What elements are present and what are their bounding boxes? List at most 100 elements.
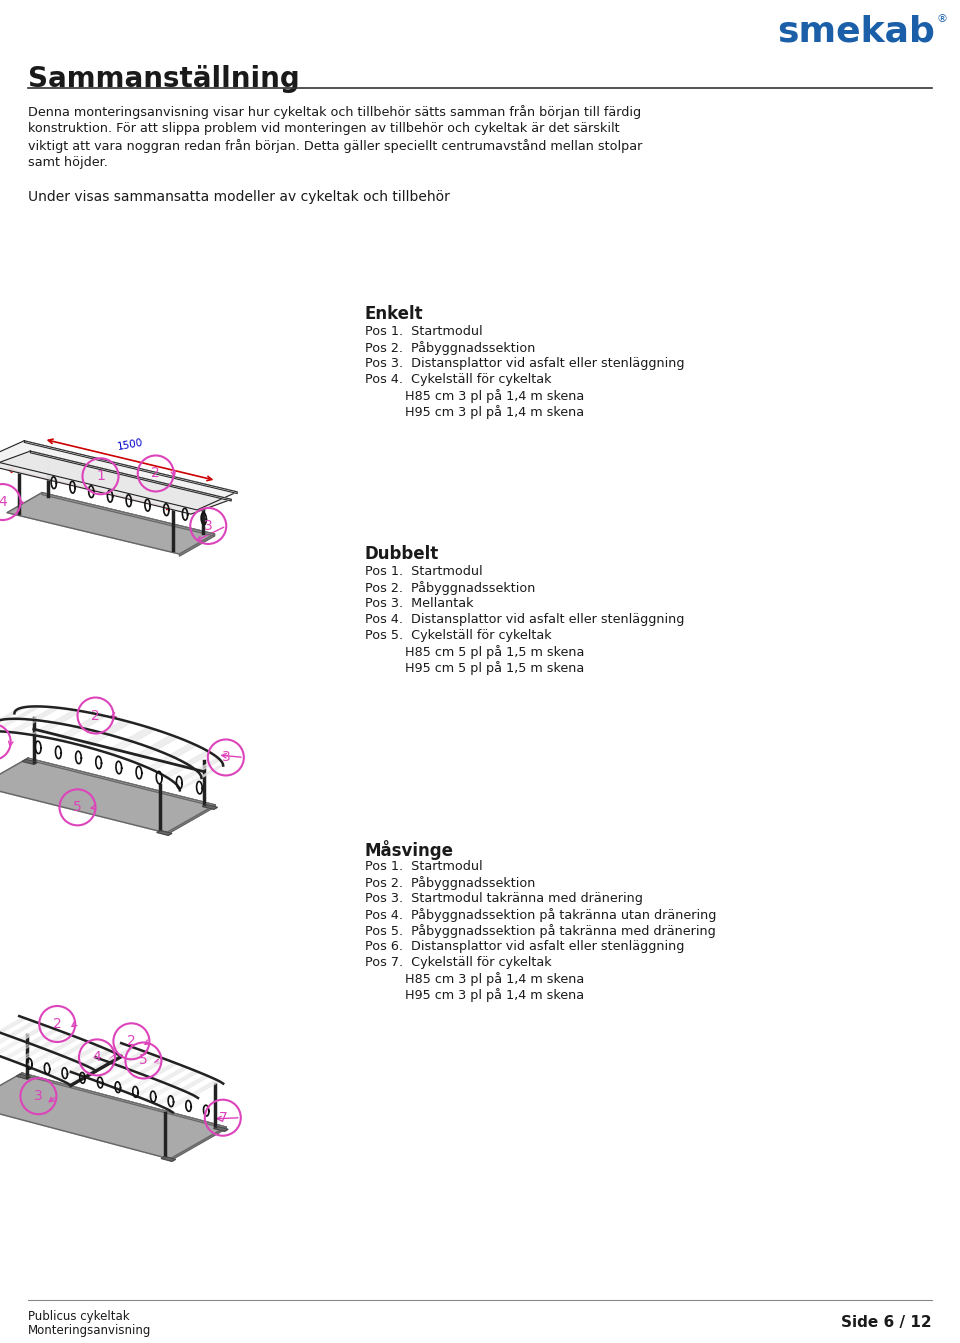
Polygon shape bbox=[71, 1057, 100, 1073]
Polygon shape bbox=[31, 723, 60, 736]
Text: Denna monteringsanvisning visar hur cykeltak och tillbehör sätts samman från bör: Denna monteringsanvisning visar hur cyke… bbox=[28, 105, 641, 120]
Text: Pos 7.  Cykelställ för cykeltak: Pos 7. Cykelställ för cykeltak bbox=[365, 956, 552, 970]
Text: 2: 2 bbox=[152, 466, 160, 481]
Polygon shape bbox=[149, 1062, 178, 1078]
Text: Dubbelt: Dubbelt bbox=[365, 545, 440, 563]
Polygon shape bbox=[196, 757, 220, 772]
Text: Pos 4.  Påbyggnadssektion på takränna utan dränering: Pos 4. Påbyggnadssektion på takränna uta… bbox=[365, 908, 716, 921]
Polygon shape bbox=[202, 764, 223, 778]
Text: Pos 1.  Startmodul: Pos 1. Startmodul bbox=[365, 860, 483, 873]
Polygon shape bbox=[55, 727, 84, 741]
Text: Pos 3.  Distansplattor vid asfalt eller stenläggning: Pos 3. Distansplattor vid asfalt eller s… bbox=[365, 357, 684, 371]
Text: Pos 4.  Distansplattor vid asfalt eller stenläggning: Pos 4. Distansplattor vid asfalt eller s… bbox=[365, 612, 684, 626]
Text: konstruktion. För att slippa problem vid monteringen av tillbehör och cykeltak ä: konstruktion. För att slippa problem vid… bbox=[28, 122, 619, 136]
Polygon shape bbox=[170, 1127, 226, 1160]
Text: 2: 2 bbox=[53, 1017, 61, 1031]
Text: H85 cm 3 pl på 1,4 m skena: H85 cm 3 pl på 1,4 m skena bbox=[365, 389, 585, 403]
Text: Pos 2.  Påbyggnadssektion: Pos 2. Påbyggnadssektion bbox=[365, 876, 536, 890]
Polygon shape bbox=[14, 1048, 43, 1062]
Text: H85 cm 3 pl på 1,4 m skena: H85 cm 3 pl på 1,4 m skena bbox=[365, 972, 585, 986]
Text: 1500: 1500 bbox=[116, 438, 144, 451]
Polygon shape bbox=[145, 1085, 174, 1101]
Polygon shape bbox=[148, 755, 176, 771]
Text: Pos 2.  Påbyggnadssektion: Pos 2. Påbyggnadssektion bbox=[365, 582, 536, 595]
Text: 7: 7 bbox=[219, 1111, 228, 1124]
Text: H95 cm 3 pl på 1,4 m skena: H95 cm 3 pl på 1,4 m skena bbox=[365, 406, 584, 419]
Text: Sammanställning: Sammanställning bbox=[28, 64, 300, 93]
Polygon shape bbox=[16, 1074, 31, 1080]
Polygon shape bbox=[126, 727, 156, 743]
Text: ®: ® bbox=[937, 13, 948, 24]
Text: 5: 5 bbox=[73, 800, 82, 814]
Text: samt höjder.: samt höjder. bbox=[28, 156, 108, 169]
Polygon shape bbox=[128, 1054, 156, 1070]
Text: Pos 5.  Påbyggnadssektion på takränna med dränering: Pos 5. Påbyggnadssektion på takränna med… bbox=[365, 924, 716, 937]
Polygon shape bbox=[163, 763, 189, 778]
Polygon shape bbox=[150, 735, 179, 749]
Text: Monteringsanvisning: Monteringsanvisning bbox=[28, 1324, 152, 1338]
Polygon shape bbox=[0, 451, 231, 514]
Polygon shape bbox=[0, 441, 237, 510]
Polygon shape bbox=[82, 1049, 110, 1065]
Polygon shape bbox=[22, 1073, 226, 1129]
Polygon shape bbox=[156, 830, 172, 835]
Polygon shape bbox=[166, 1095, 195, 1111]
Polygon shape bbox=[7, 493, 214, 555]
Polygon shape bbox=[0, 757, 215, 833]
Text: Pos 3.  Startmodul takränna med dränering: Pos 3. Startmodul takränna med dränering bbox=[365, 892, 643, 905]
Text: H95 cm 5 pl på 1,5 m skena: H95 cm 5 pl på 1,5 m skena bbox=[365, 661, 585, 676]
Polygon shape bbox=[31, 451, 231, 501]
Polygon shape bbox=[22, 759, 37, 764]
Text: Pos 5.  Cykelställ för cykeltak: Pos 5. Cykelställ för cykeltak bbox=[365, 629, 552, 642]
Polygon shape bbox=[203, 804, 217, 810]
Polygon shape bbox=[82, 1061, 110, 1077]
Text: 5: 5 bbox=[139, 1053, 148, 1068]
Polygon shape bbox=[46, 1060, 75, 1076]
Polygon shape bbox=[103, 1069, 132, 1085]
Polygon shape bbox=[180, 776, 202, 790]
Polygon shape bbox=[4, 1044, 33, 1060]
Polygon shape bbox=[18, 1025, 47, 1041]
Polygon shape bbox=[29, 1029, 58, 1045]
Text: Pos 1.  Startmodul: Pos 1. Startmodul bbox=[365, 325, 483, 338]
Polygon shape bbox=[76, 714, 107, 728]
Polygon shape bbox=[28, 757, 215, 807]
Text: 3: 3 bbox=[222, 751, 230, 764]
Text: Under visas sammansatta modeller av cykeltak och tillbehör: Under visas sammansatta modeller av cyke… bbox=[28, 189, 450, 204]
Polygon shape bbox=[113, 1073, 142, 1089]
Polygon shape bbox=[159, 1066, 188, 1082]
Polygon shape bbox=[71, 1045, 100, 1061]
Polygon shape bbox=[50, 1037, 79, 1053]
Text: 4: 4 bbox=[92, 1050, 102, 1065]
Polygon shape bbox=[102, 720, 132, 735]
Polygon shape bbox=[67, 1069, 96, 1085]
Polygon shape bbox=[96, 1044, 125, 1058]
Polygon shape bbox=[36, 1056, 64, 1072]
Text: 1500: 1500 bbox=[76, 466, 104, 481]
Polygon shape bbox=[117, 1050, 146, 1066]
Text: Pos 4.  Cykelställ för cykeltak: Pos 4. Cykelställ för cykeltak bbox=[365, 373, 551, 385]
Text: 2: 2 bbox=[127, 1034, 135, 1049]
Polygon shape bbox=[107, 1048, 135, 1062]
Text: Måsvinge: Måsvinge bbox=[365, 839, 454, 860]
Polygon shape bbox=[169, 743, 197, 757]
Polygon shape bbox=[0, 1031, 1, 1048]
Text: Pos 2.  Påbyggnadssektion: Pos 2. Påbyggnadssektion bbox=[365, 341, 536, 355]
Polygon shape bbox=[180, 1074, 209, 1091]
Polygon shape bbox=[57, 1064, 85, 1080]
Polygon shape bbox=[10, 720, 37, 733]
Polygon shape bbox=[8, 1021, 36, 1037]
Polygon shape bbox=[0, 719, 19, 731]
Text: 1: 1 bbox=[96, 469, 105, 483]
Polygon shape bbox=[0, 1039, 22, 1056]
Text: 3: 3 bbox=[34, 1089, 43, 1103]
Polygon shape bbox=[60, 1041, 89, 1057]
Text: Enkelt: Enkelt bbox=[365, 305, 423, 324]
Polygon shape bbox=[92, 1065, 121, 1081]
Polygon shape bbox=[53, 710, 82, 724]
Polygon shape bbox=[0, 720, 5, 732]
Text: 2: 2 bbox=[91, 709, 100, 723]
Text: 3: 3 bbox=[204, 518, 212, 533]
Polygon shape bbox=[25, 1052, 54, 1066]
Text: Side 6 / 12: Side 6 / 12 bbox=[841, 1315, 932, 1330]
